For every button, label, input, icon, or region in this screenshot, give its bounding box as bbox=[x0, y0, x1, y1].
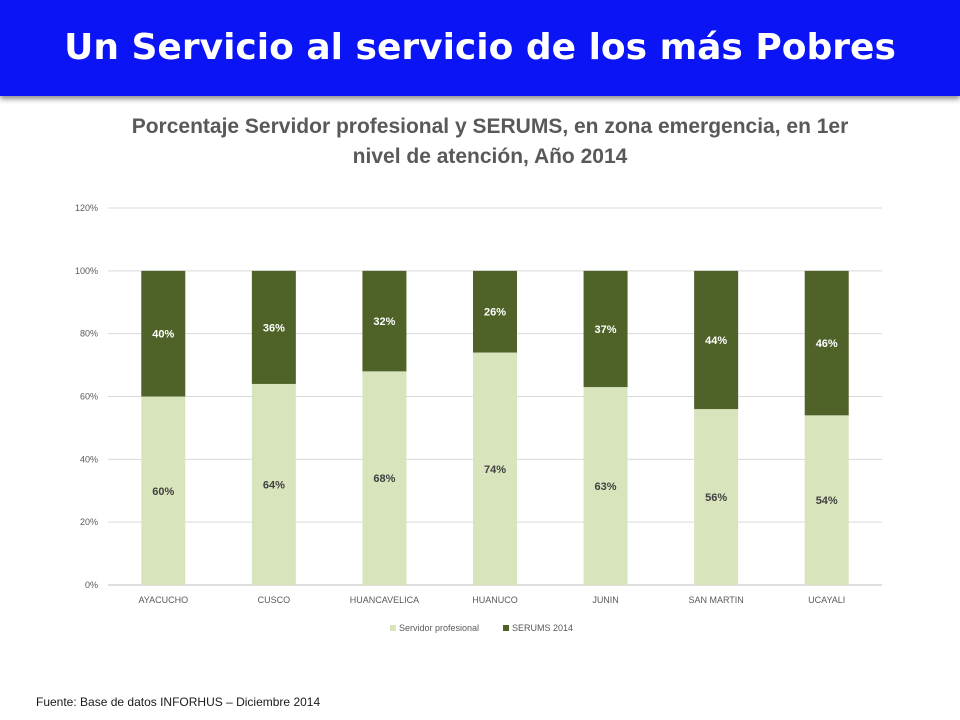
data-label-servidor: 68% bbox=[373, 473, 395, 485]
legend-swatch-servidor bbox=[390, 625, 396, 631]
y-tick-label: 20% bbox=[80, 517, 98, 527]
bar-servidor-profesional bbox=[473, 352, 517, 585]
bar-servidor-profesional bbox=[804, 415, 849, 585]
bar-serums-2014 bbox=[251, 270, 296, 384]
legend-label-serums: SERUMS 2014 bbox=[512, 623, 573, 633]
x-category-label: JUNIN bbox=[592, 595, 619, 605]
data-label-servidor: 56% bbox=[705, 492, 727, 504]
y-tick-label: 100% bbox=[75, 266, 98, 276]
legend-label-servidor: Servidor profesional bbox=[399, 623, 479, 633]
x-category-label: HUANUCO bbox=[472, 595, 518, 605]
bar-servidor-profesional bbox=[141, 396, 186, 585]
stacked-bar-chart: 0% 20% 40% 60% 80% 100% 120% 60% 40% AYACUCHO 64% 3… bbox=[75, 203, 882, 633]
bar-servidor-profesional bbox=[694, 409, 739, 585]
bar-serums-2014 bbox=[362, 270, 407, 372]
y-tick-label: 40% bbox=[80, 454, 98, 464]
source-footnote: Fuente: Base de datos INFORHUS – Diciemb… bbox=[36, 695, 321, 709]
bar-servidor-profesional bbox=[362, 371, 407, 585]
data-label-servidor: 64% bbox=[263, 479, 285, 491]
data-label-serums: 40% bbox=[152, 329, 174, 341]
y-tick-label: 0% bbox=[85, 580, 98, 590]
x-category-label: UCAYALI bbox=[808, 595, 845, 605]
data-label-servidor: 74% bbox=[484, 464, 506, 476]
data-label-serums: 44% bbox=[705, 335, 727, 347]
x-category-label: CUSCO bbox=[258, 595, 291, 605]
data-label-servidor: 60% bbox=[152, 486, 174, 498]
legend-swatch-serums bbox=[503, 625, 509, 631]
chart-title: Porcentaje Servidor profesional y SERUMS… bbox=[100, 112, 880, 172]
bar-serums-2014 bbox=[694, 270, 739, 410]
data-label-servidor: 63% bbox=[595, 481, 617, 493]
x-category-label: HUANCAVELICA bbox=[350, 595, 419, 605]
data-label-serums: 36% bbox=[263, 322, 285, 334]
bar-serums-2014 bbox=[583, 270, 628, 388]
y-tick-label: 120% bbox=[75, 203, 98, 213]
data-label-serums: 26% bbox=[484, 307, 506, 319]
data-label-serums: 32% bbox=[373, 316, 395, 328]
bar-serums-2014 bbox=[473, 270, 517, 353]
data-label-serums: 37% bbox=[595, 324, 617, 336]
data-label-serums: 46% bbox=[816, 338, 838, 350]
y-tick-label: 80% bbox=[80, 329, 98, 339]
bar-servidor-profesional bbox=[583, 387, 628, 585]
chart-title-line-2: nivel de atención, Año 2014 bbox=[352, 145, 628, 168]
y-tick-label: 60% bbox=[80, 392, 98, 402]
title-banner: Un Servicio al servicio de los más Pobre… bbox=[0, 0, 960, 96]
chart-title-line-1: Porcentaje Servidor profesional y SERUMS… bbox=[131, 115, 849, 138]
x-category-label: SAN MARTIN bbox=[688, 595, 743, 605]
bar-serums-2014 bbox=[804, 270, 849, 416]
bar-servidor-profesional bbox=[251, 383, 296, 585]
slide-title: Un Servicio al servicio de los más Pobre… bbox=[64, 27, 896, 68]
data-label-servidor: 54% bbox=[816, 495, 838, 507]
x-category-label: AYACUCHO bbox=[138, 595, 188, 605]
bar-serums-2014 bbox=[141, 270, 186, 397]
